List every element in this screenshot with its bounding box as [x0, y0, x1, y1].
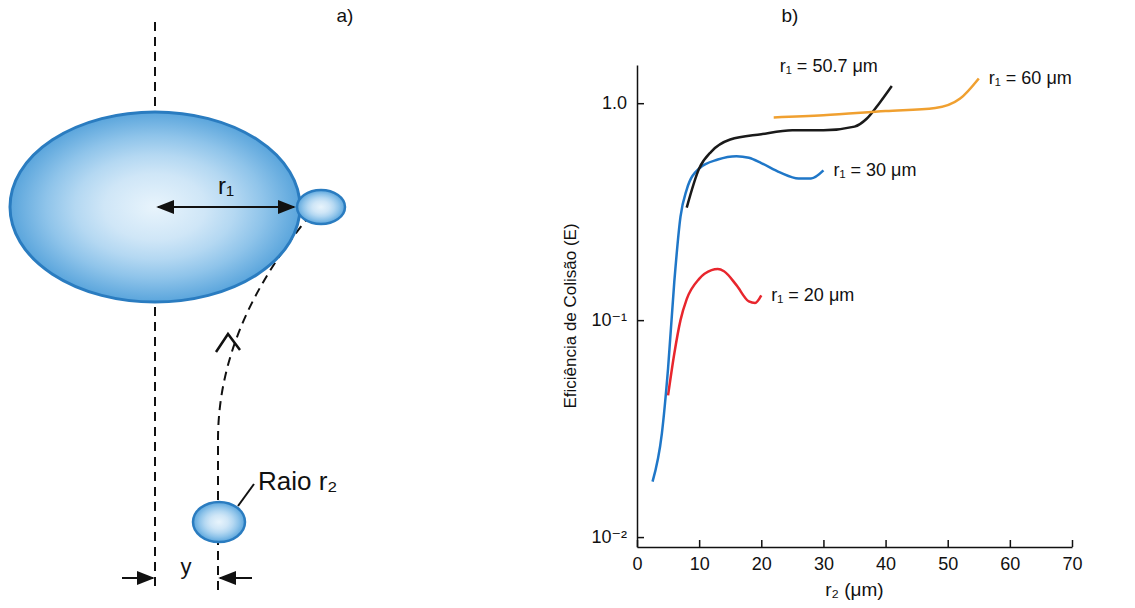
- series-line: [668, 269, 761, 395]
- tick: 40: [876, 540, 896, 574]
- tick-mark: [761, 540, 763, 547]
- axis-line: [638, 547, 1073, 549]
- collector-drop: [10, 112, 300, 302]
- series-labels: r₁ = 20 μm r₁ = 30 μm r₁ = 50.7 μm r₁ = 60 …: [771, 56, 1071, 305]
- series-line: [653, 156, 824, 482]
- y-axis: 10⁻² 10⁻¹ 1.0: [591, 66, 644, 548]
- tick-label: 10⁻²: [591, 527, 627, 547]
- tick-label: 0: [632, 554, 642, 574]
- tick: 60: [1000, 540, 1020, 574]
- tick-label: 1.0: [602, 93, 627, 113]
- y-arrow-right: [220, 577, 252, 579]
- x-axis-title: r₂ (μm): [825, 579, 883, 600]
- series-label: r₁ = 50.7 μm: [780, 56, 878, 76]
- y-axis-title: Eficiência de Colisão (E): [561, 223, 580, 408]
- tick: 50: [938, 540, 958, 574]
- tick-label: 60: [1000, 554, 1020, 574]
- center-axis: [154, 22, 156, 590]
- r2-label: Raio r₂: [258, 466, 337, 496]
- tick-mark: [637, 537, 644, 539]
- tick: 10⁻¹: [591, 310, 644, 330]
- y-label: y: [181, 554, 192, 579]
- trajectory-arrow: [216, 334, 240, 352]
- tick-mark: [637, 320, 644, 322]
- tick: 20: [752, 540, 772, 574]
- tick: 70: [1062, 540, 1082, 574]
- tick-mark: [885, 540, 887, 547]
- panel-b: b) 0 10 20 30 40 50 60 70 10⁻² 10⁻¹ 1.0 r₂ (μm) Efici…: [561, 5, 1083, 600]
- series-line: [774, 78, 979, 117]
- series-label: r₁ = 20 μm: [771, 285, 854, 305]
- panel-letter: b): [782, 5, 799, 26]
- tick: 30: [814, 540, 834, 574]
- tick-label: 40: [876, 554, 896, 574]
- axis-line: [637, 66, 639, 548]
- tick-mark: [1072, 540, 1074, 547]
- panel-letter: a): [337, 5, 354, 26]
- tick: 10⁻²: [591, 527, 644, 547]
- series-label: r₁ = 60 μm: [989, 68, 1072, 88]
- tick-label: 30: [814, 554, 834, 574]
- r1-arrow: [158, 206, 294, 208]
- tick-mark: [1010, 540, 1012, 547]
- tick-mark: [637, 103, 644, 105]
- r2-leader: [238, 484, 254, 506]
- plot-lines: [653, 78, 979, 481]
- figure: a) r₁ Raio r₂ y b) 0 10 20 30 40 50 60 70 10⁻² 10⁻¹ 1.0…: [0, 0, 1135, 608]
- tick-mark: [947, 540, 949, 547]
- tick: 1.0: [602, 93, 644, 113]
- tick-label: 10⁻¹: [591, 310, 627, 330]
- series-line: [687, 86, 892, 208]
- tick: 10: [690, 540, 710, 574]
- small-drop: [193, 502, 245, 542]
- tick-label: 10: [690, 554, 710, 574]
- tick-label: 20: [752, 554, 772, 574]
- x-axis: 0 10 20 30 40 50 60 70: [632, 540, 1082, 574]
- colliding-drop: [297, 190, 345, 224]
- panel-a: a) r₁ Raio r₂ y: [10, 5, 353, 590]
- tick-mark: [823, 540, 825, 547]
- series-label: r₁ = 30 μm: [833, 160, 916, 180]
- r1-label: r₁: [218, 172, 234, 199]
- tick-label: 50: [938, 554, 958, 574]
- y-arrow-left: [122, 577, 153, 579]
- tick-mark: [699, 540, 701, 547]
- tick-label: 70: [1062, 554, 1082, 574]
